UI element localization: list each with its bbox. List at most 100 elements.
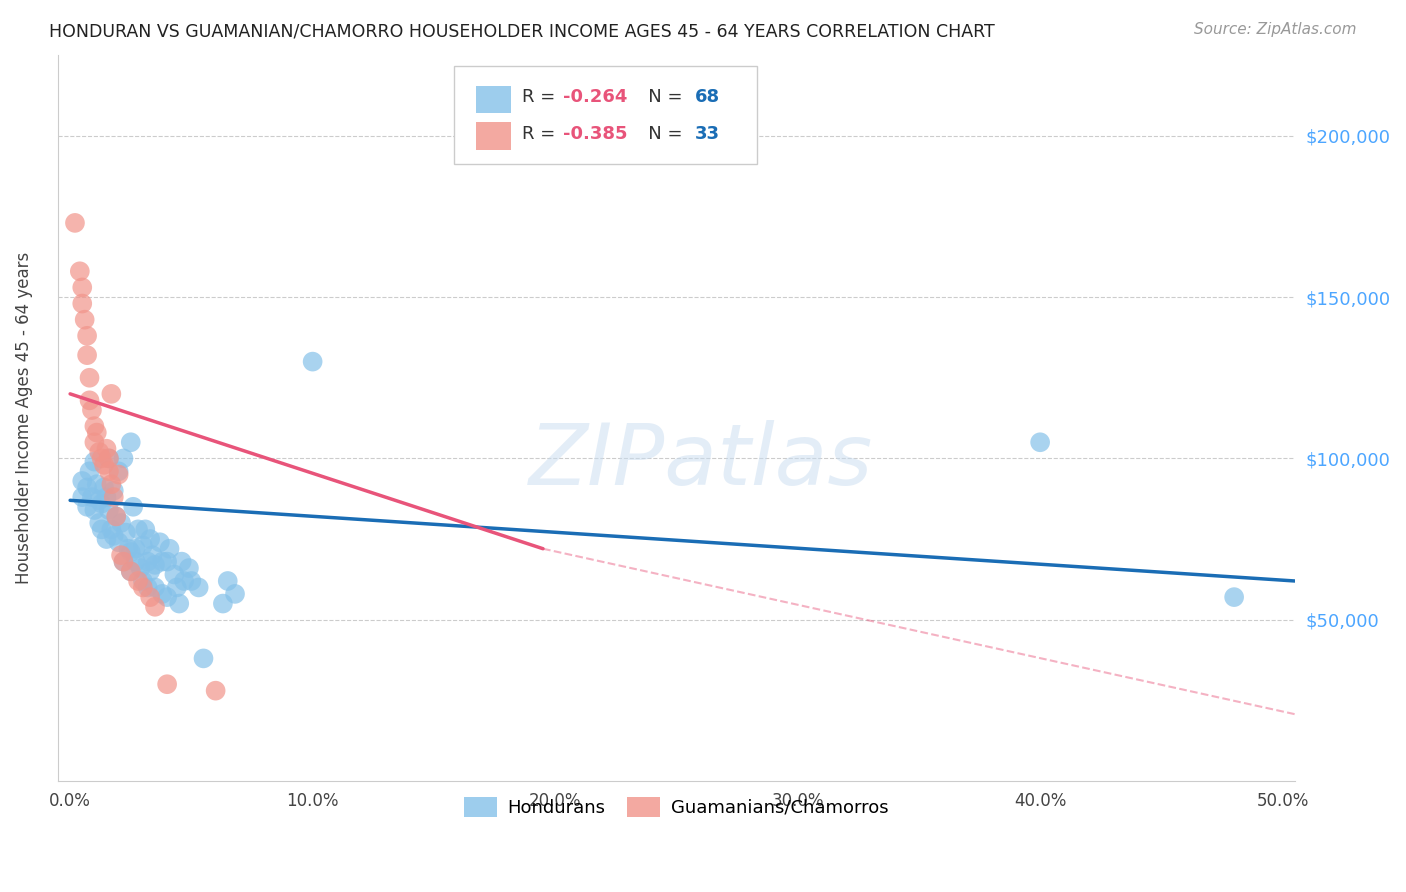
Point (76, 348, 98, 362)
Point (76, 328, 98, 343)
Point (132, 581, 155, 595)
Point (100, 522, 122, 536)
Point (139, 590, 162, 604)
Point (90, 522, 112, 536)
Point (105, 509, 128, 524)
Point (86, 477, 108, 491)
Point (90, 497, 112, 511)
Point (70, 280, 93, 294)
Text: N =: N = (631, 88, 688, 106)
Point (301, 354, 323, 368)
Point (136, 581, 159, 595)
Point (180, 574, 202, 588)
Point (167, 597, 190, 611)
Point (103, 490, 125, 504)
Point (217, 574, 239, 588)
Point (115, 525, 138, 540)
Point (120, 564, 142, 578)
Point (86, 425, 108, 440)
Point (112, 555, 135, 569)
Point (96, 442, 118, 456)
Point (117, 541, 139, 556)
Text: 68: 68 (695, 88, 720, 106)
Point (150, 555, 173, 569)
Y-axis label: Householder Income Ages 45 - 64 years: Householder Income Ages 45 - 64 years (15, 252, 32, 584)
Text: -0.264: -0.264 (562, 88, 627, 106)
Point (110, 548, 132, 562)
Legend: Hondurans, Guamanians/Chamorros: Hondurans, Guamanians/Chamorros (456, 788, 897, 826)
Point (149, 535, 172, 549)
Point (83, 435, 105, 450)
Point (163, 567, 186, 582)
Point (143, 581, 166, 595)
Point (136, 555, 159, 569)
Point (170, 555, 193, 569)
Point (120, 564, 142, 578)
FancyBboxPatch shape (477, 122, 510, 150)
Point (70, 490, 93, 504)
Point (97, 503, 120, 517)
Point (97, 464, 120, 478)
Point (80, 490, 103, 504)
Point (93, 480, 115, 494)
Text: 33: 33 (695, 125, 720, 143)
Point (89, 445, 111, 459)
Point (83, 503, 105, 517)
Point (112, 451, 135, 466)
Point (150, 587, 173, 601)
Point (156, 555, 179, 569)
Point (1223, 590, 1246, 604)
Point (193, 651, 215, 665)
Point (139, 564, 162, 578)
Point (107, 464, 129, 478)
Point (103, 529, 125, 543)
Point (93, 458, 115, 472)
Point (96, 532, 118, 546)
Point (129, 561, 152, 575)
Text: R =: R = (522, 125, 561, 143)
Point (83, 419, 105, 434)
Point (63, 216, 86, 230)
FancyBboxPatch shape (454, 66, 756, 164)
Point (132, 574, 155, 588)
Point (96, 490, 118, 504)
Text: -0.385: -0.385 (562, 125, 627, 143)
Point (69, 264, 91, 278)
Point (89, 493, 111, 508)
Point (76, 500, 98, 514)
Point (107, 467, 129, 482)
Point (1029, 435, 1052, 450)
Point (100, 387, 122, 401)
Text: Source: ZipAtlas.com: Source: ZipAtlas.com (1194, 22, 1357, 37)
Point (120, 545, 142, 559)
Point (105, 509, 128, 524)
Point (142, 548, 165, 562)
Point (76, 480, 98, 494)
Text: ZIPatlas: ZIPatlas (529, 420, 873, 503)
Point (97, 451, 120, 466)
Point (80, 403, 103, 417)
Point (73, 312, 96, 326)
Point (90, 451, 112, 466)
Point (159, 541, 181, 556)
Point (156, 677, 179, 691)
Point (224, 587, 246, 601)
Text: N =: N = (631, 125, 688, 143)
Point (122, 500, 145, 514)
Point (212, 597, 235, 611)
Point (120, 435, 142, 450)
Point (177, 561, 200, 575)
Point (112, 555, 135, 569)
Point (139, 532, 162, 546)
Point (103, 483, 125, 498)
Point (107, 535, 129, 549)
Point (132, 539, 155, 553)
Point (70, 474, 93, 488)
Point (124, 541, 146, 556)
Point (127, 574, 149, 588)
Point (173, 574, 195, 588)
Point (124, 555, 146, 569)
Point (143, 599, 166, 614)
Point (110, 516, 132, 530)
Text: R =: R = (522, 88, 561, 106)
